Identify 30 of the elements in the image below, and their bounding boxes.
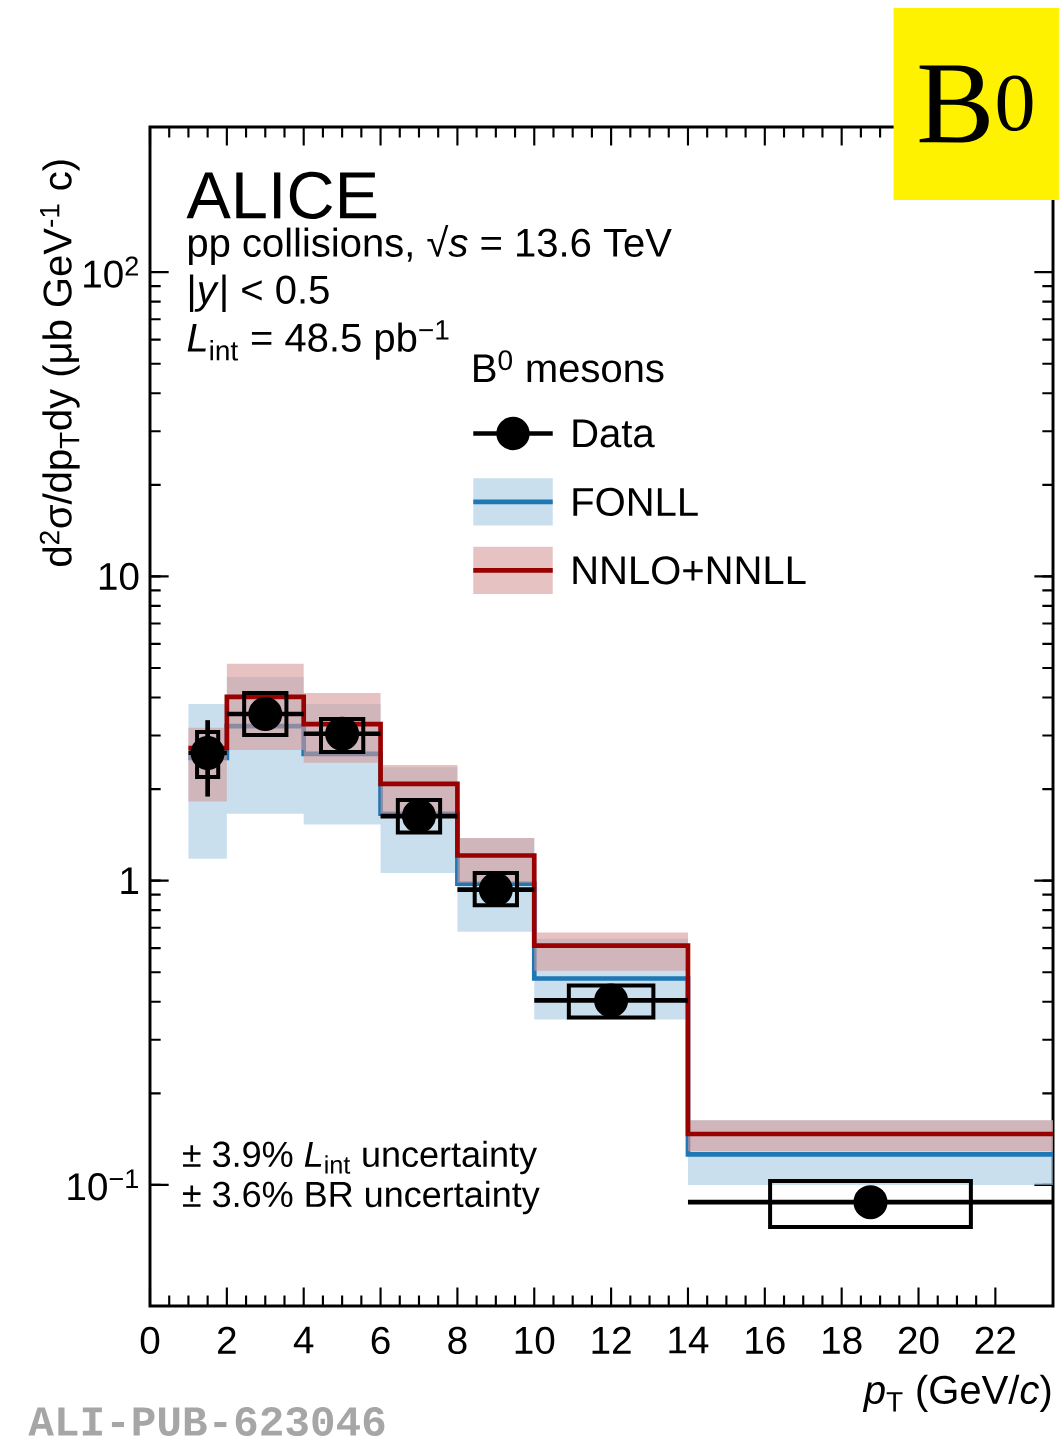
x-tick-label: 6 [371,1326,390,1355]
text: ALI-PUB-623046 [28,1407,385,1437]
x-tick-label: 18 [823,1326,862,1355]
x-tick-label: 8 [448,1326,467,1355]
annotation: ± 3.9% L$_{int}$ uncertainty [183,1140,538,1175]
x-tick-label: 4 [293,1326,314,1354]
legend-label: Data [573,419,655,448]
annotation: |y| < 0.5 [189,274,329,312]
y-tick-label: 10$^{−1}$ [68,1169,138,1201]
x-axis-title: p$_{T}$ (GeV/c) [862,1374,1051,1412]
chart-title: B$^{0}$ [919,65,1033,143]
legend-label: FONLL [573,487,698,517]
x-tick-label: 20 [898,1326,939,1355]
annotation: ± 3.6% BR uncertainty [183,1180,540,1215]
y-tick-label: 10$^{2}$ [84,256,138,288]
x-tick-label: 22 [975,1326,1015,1354]
annotation: ALICE [186,171,377,219]
annotation: pp collisions, √s = 13.6 TeV [188,224,672,265]
legend-title: B$^{0}$ mesons [474,350,664,383]
y-axis-title: d$^{2}$σ/dp$_{T}$dy (μb GeV$^{-1}$ c) [39,160,80,566]
y-tick-label: 10 [99,562,139,591]
x-tick-label: 0 [140,1326,160,1355]
y-tick-label: 1 [121,867,139,894]
x-tick-label: 12 [592,1326,631,1354]
annotation: L$_{int}$ = 48.5 pb$^{−1}$ [187,320,449,361]
legend-label: NNLO+NNLL [573,556,806,585]
x-tick-label: 14 [669,1326,709,1354]
x-tick-label: 10 [515,1326,555,1355]
x-tick-label: 2 [218,1326,236,1354]
x-tick-label: 16 [746,1326,785,1355]
